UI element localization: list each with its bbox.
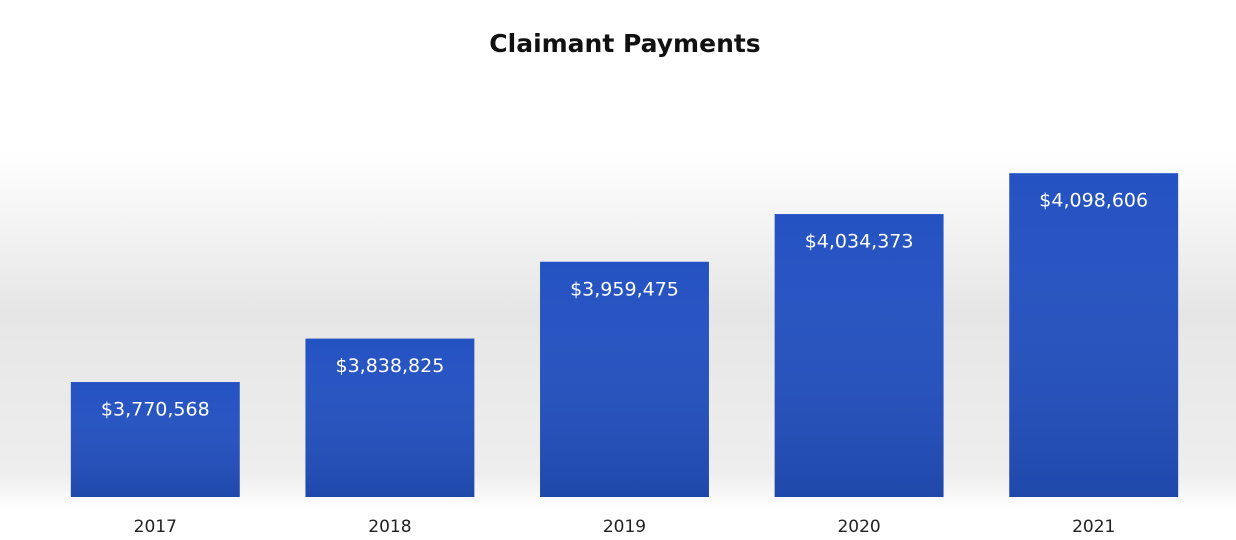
x-tick-label: 2020 [837, 517, 880, 537]
x-tick-label: 2018 [368, 517, 411, 537]
x-tick-label: 2019 [603, 517, 646, 537]
value-label: $3,959,475 [570, 278, 679, 300]
bar [1009, 173, 1179, 497]
value-label: $4,034,373 [805, 231, 914, 253]
chart-title: Claimant Payments [489, 29, 760, 58]
bar [774, 214, 944, 497]
x-tick-label: 2017 [134, 517, 177, 537]
x-tick-label: 2021 [1072, 517, 1115, 537]
value-label: $4,098,606 [1039, 190, 1148, 212]
value-label: $3,770,568 [101, 399, 210, 421]
value-label: $3,838,825 [336, 355, 445, 377]
